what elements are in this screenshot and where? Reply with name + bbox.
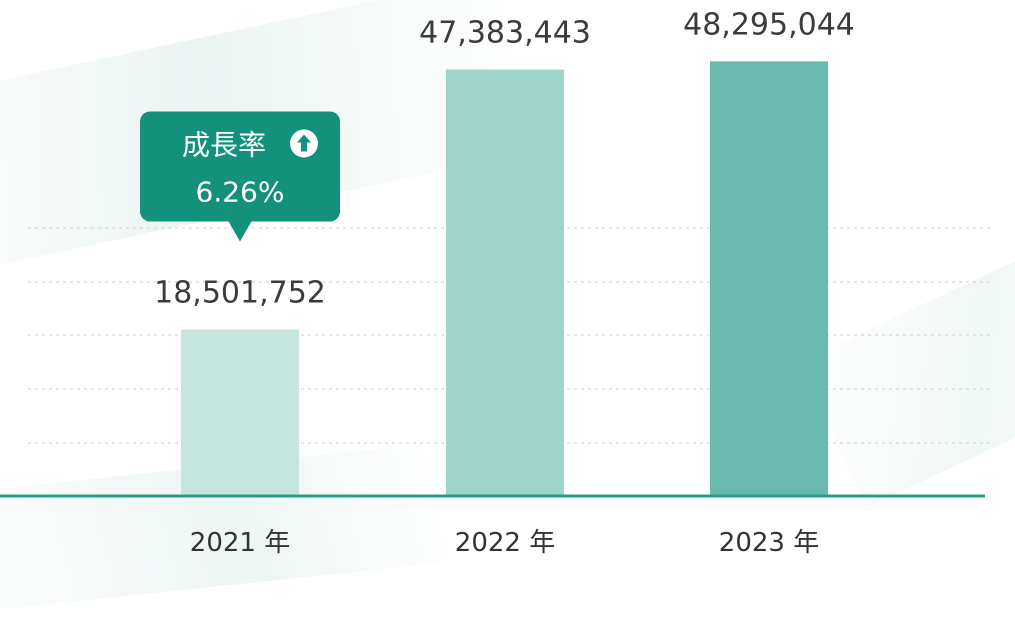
bar: [181, 329, 299, 496]
bar-chart: 18,501,752 2021 年 成長率 6.26% 47,383,443 2022 年…: [0, 7, 990, 558]
x-tick-label: 2022 年: [455, 528, 555, 558]
growth-callout: 成長率 6.26%: [140, 111, 340, 242]
x-tick-label: 2021 年: [190, 528, 290, 558]
callout-pointer: [228, 220, 252, 242]
growth-value: 6.26%: [196, 175, 285, 208]
data-label: 48,295,044: [683, 7, 855, 42]
bar: [446, 69, 564, 496]
callout-box: [140, 111, 340, 222]
bar: [710, 61, 828, 496]
data-label: 18,501,752: [154, 275, 326, 310]
growth-label: 成長率: [182, 128, 266, 161]
arrow-up-circle-icon: [290, 129, 318, 158]
x-tick-label: 2023 年: [719, 528, 819, 558]
data-label: 47,383,443: [419, 16, 591, 51]
